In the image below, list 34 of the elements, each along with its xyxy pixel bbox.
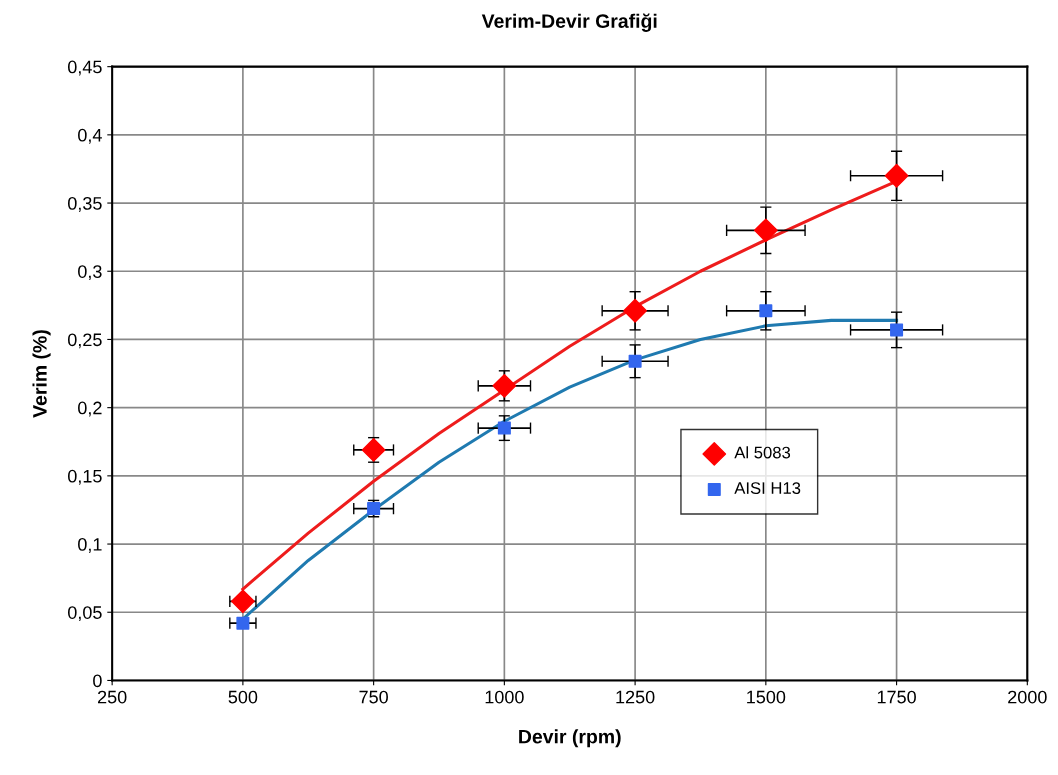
point xyxy=(492,373,517,398)
y-tick-label: 0,05 xyxy=(67,606,102,622)
y-tick-label: 0 xyxy=(93,674,102,688)
point xyxy=(884,163,909,188)
point xyxy=(236,616,250,630)
point xyxy=(890,323,904,337)
x-tick-label: 1500 xyxy=(747,690,786,704)
y-axis-title: Verim (%) xyxy=(32,330,51,418)
chart-title: Verim-Devir Grafiği xyxy=(481,13,657,32)
y-tick-label: 0,1 xyxy=(78,537,102,553)
point xyxy=(230,589,255,614)
y-tick-label: 0,4 xyxy=(78,128,102,144)
y-tick-label: 0,2 xyxy=(78,401,102,417)
point xyxy=(753,218,778,243)
x-tick-label: 1750 xyxy=(877,690,916,704)
y-tick-label: 0,45 xyxy=(67,60,102,76)
legend-label: AISI H13 xyxy=(734,482,801,494)
y-tick-label: 0,15 xyxy=(67,469,102,485)
x-tick-label: 2000 xyxy=(1008,690,1047,704)
x-tick-label: 250 xyxy=(98,690,127,704)
point xyxy=(361,438,386,462)
x-tick-label: 750 xyxy=(359,690,388,704)
point xyxy=(759,304,773,318)
x-tick-label: 1250 xyxy=(616,690,655,704)
x-tick-label: 1000 xyxy=(485,690,524,704)
y-tick-label: 0,3 xyxy=(78,265,102,281)
point xyxy=(623,298,647,323)
x-axis-title: Devir (rpm) xyxy=(519,729,621,748)
point xyxy=(628,354,642,368)
y-tick-label: 0,35 xyxy=(67,196,102,212)
legend-label: Al 5083 xyxy=(734,446,791,459)
point xyxy=(497,421,511,435)
x-tick-label: 500 xyxy=(228,690,258,704)
y-tick-label: 0,25 xyxy=(67,333,102,349)
